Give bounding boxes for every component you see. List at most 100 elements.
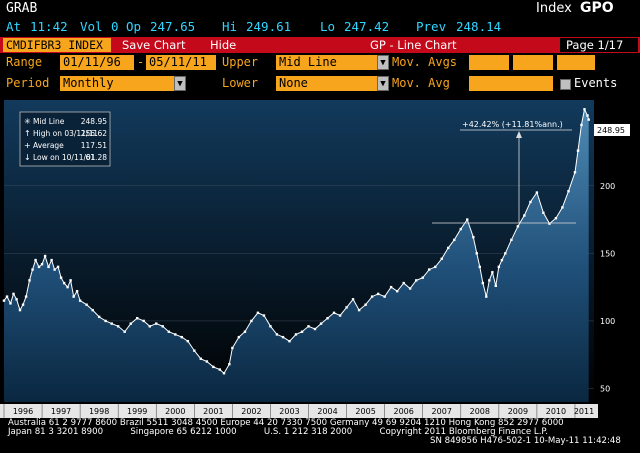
lower-select[interactable]: None (276, 76, 377, 91)
hide-button[interactable]: Hide (210, 38, 237, 52)
legend-midline-label: Mid Line (33, 117, 65, 126)
guide-arrow-icon (516, 131, 522, 138)
data-point (453, 238, 456, 242)
data-point (180, 335, 183, 339)
data-point (488, 279, 491, 282)
data-point (186, 339, 190, 343)
data-point (228, 362, 231, 366)
data-point (338, 314, 342, 317)
data-point (161, 325, 164, 328)
data-point (472, 235, 475, 239)
quote-lo: 247.42 (344, 19, 390, 34)
quote-line: At 11:42 Vol 0 Op 247.65 Hi 249.61 Lo 24… (0, 18, 640, 36)
x-tick-label: 1997 (51, 407, 71, 416)
legend-midline-icon: ✳ (24, 117, 31, 126)
x-tick-label: 1999 (127, 407, 147, 416)
data-point (59, 276, 63, 279)
data-point (421, 276, 424, 279)
series-area (4, 109, 589, 403)
mov-avgs-input-3[interactable] (557, 55, 595, 70)
events-label: Events (574, 76, 618, 90)
page-indicator[interactable]: Page 1/17 (560, 38, 638, 52)
data-point (28, 279, 31, 282)
data-point (370, 295, 374, 298)
legend-high-value: 256.62 (81, 129, 107, 138)
legend-low-icon: ↓ (24, 153, 31, 162)
x-tick-label: 2005 (355, 407, 375, 416)
x-tick-label: 2004 (317, 407, 337, 416)
data-point (481, 281, 485, 285)
data-point (15, 298, 18, 301)
data-point (75, 289, 79, 293)
data-point (97, 315, 101, 319)
data-point (415, 279, 418, 282)
data-point (69, 279, 72, 282)
function-code: GPO (580, 0, 614, 16)
mov-avgs-input-2[interactable] (513, 55, 553, 70)
data-point (62, 281, 66, 285)
x-tick-label: 2006 (393, 407, 413, 416)
data-point (402, 281, 405, 285)
toolbar: CMDIFBR3 INDEX Save Chart Hide GP - Line… (0, 37, 640, 53)
data-point (123, 330, 126, 333)
period-dropdown-icon[interactable]: ▼ (174, 76, 186, 91)
x-tick-label: 2000 (165, 407, 185, 416)
data-point (193, 349, 196, 352)
ticker-field[interactable]: CMDIFBR3 INDEX (3, 38, 111, 52)
data-point (53, 268, 56, 271)
data-point (66, 285, 69, 289)
range-label: Range (6, 55, 43, 69)
vol-label: Vol (80, 19, 103, 34)
data-point (85, 303, 88, 306)
data-point (212, 365, 215, 369)
data-point (116, 325, 120, 328)
events-checkbox[interactable] (560, 79, 571, 90)
mov-avgs-input-1[interactable] (469, 55, 509, 70)
data-point (136, 317, 139, 320)
period-select[interactable]: Monthly (60, 76, 174, 91)
data-point (491, 271, 494, 274)
chart-legend: ✳ Mid Line 248.95 ↑ High on 03/11/11 256… (19, 111, 111, 167)
data-point (459, 227, 462, 231)
data-point (142, 319, 145, 323)
data-point (376, 292, 380, 296)
mov-avg-input[interactable] (469, 76, 553, 91)
legend-midline-value: 248.95 (81, 117, 107, 126)
mov-avgs-label: Mov. Avgs (392, 55, 458, 69)
data-point (256, 311, 260, 315)
data-point (2, 299, 6, 302)
legend-high-icon: ↑ (24, 129, 31, 138)
range-end-input[interactable]: 05/11/11 (146, 55, 216, 70)
series-markers (2, 108, 590, 375)
x-axis-band (0, 404, 598, 418)
price-chart[interactable]: +42.42% (+11.81%ann.) ✳ Mid Line 248.95 … (0, 96, 640, 426)
data-point (497, 265, 501, 269)
data-point (300, 330, 304, 333)
upper-select[interactable]: Mid Line (276, 55, 377, 70)
data-point (12, 292, 15, 296)
data-point (447, 246, 450, 250)
range-guides (432, 129, 576, 224)
range-separator: - (137, 55, 145, 69)
x-tick-label: 2011 (574, 407, 594, 416)
op-label: Op (126, 19, 142, 34)
save-chart-button[interactable]: Save Chart (122, 38, 186, 52)
range-start-input[interactable]: 01/11/96 (60, 55, 134, 70)
x-tick-label: 2009 (508, 407, 528, 416)
quote-hi: 249.61 (246, 19, 292, 34)
data-point (523, 214, 526, 217)
security-type: Index (536, 1, 572, 16)
lower-dropdown-icon[interactable]: ▼ (377, 76, 389, 91)
data-point (561, 206, 564, 209)
data-point (50, 258, 53, 262)
data-point (78, 299, 82, 302)
x-tick-label: 2001 (203, 407, 223, 416)
upper-dropdown-icon[interactable]: ▼ (377, 55, 389, 70)
controls-row-period: Period Monthly ▼ Lower None ▼ Mov. Avg E… (0, 76, 640, 93)
data-point (313, 327, 317, 331)
data-point (440, 257, 443, 260)
data-point (319, 322, 323, 325)
data-point (110, 322, 113, 325)
quote-vol: 0 (111, 19, 119, 34)
data-point (167, 330, 171, 333)
